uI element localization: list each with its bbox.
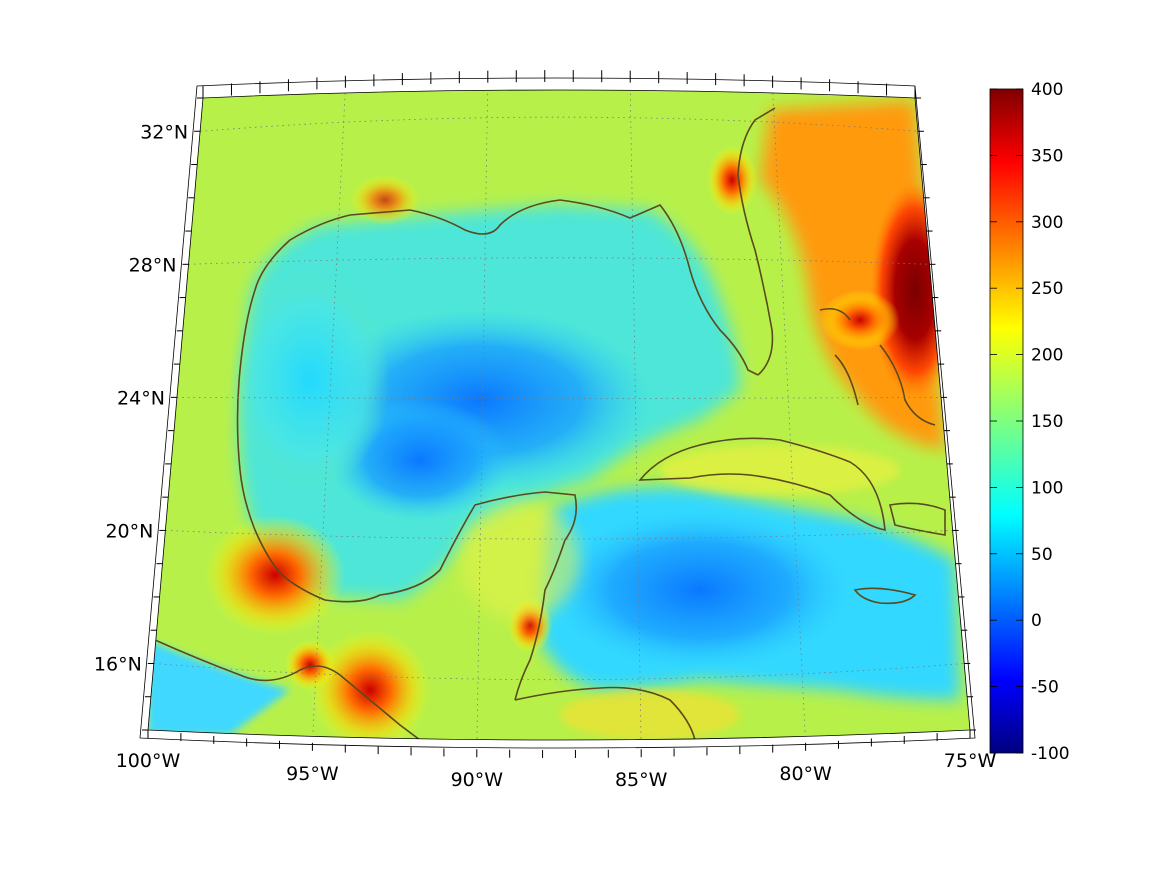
colorbar-ticks: 400 350 300 250 200 150 100 50 0 -50 -100 [990, 80, 1070, 764]
coastlines [154, 107, 946, 740]
veracruz-hotspot [205, 515, 345, 635]
tabasco-hotspot [310, 630, 430, 740]
honduras-warm [560, 690, 740, 740]
colorbar-label-300: 300 [1031, 213, 1063, 233]
map-frame [139, 77, 976, 749]
coastline-mexico-east [239, 469, 578, 701]
map-field [148, 90, 970, 740]
coastline-pacific [154, 639, 421, 740]
colorbar-label-0: 0 [1031, 611, 1042, 631]
coastline-jamaica [853, 587, 917, 605]
coastline-cuba [638, 437, 886, 531]
colorbar-label-100: 100 [1031, 478, 1063, 498]
lon-label-95: 95°W [286, 763, 339, 785]
graticule-lon-90 [476, 90, 489, 740]
oaxaca-hotspot [285, 640, 335, 690]
colorbar-label-50: 50 [1031, 545, 1053, 565]
colorbar-label--100: -100 [1031, 744, 1070, 764]
lat-label-20: 20°N [105, 520, 153, 542]
lon-label-100: 100°W [116, 750, 181, 772]
frame-inner [147, 89, 971, 741]
graticule-lat-24 [176, 397, 942, 399]
lat-label-32: 32°N [140, 121, 188, 143]
gulf-cyan-west [230, 270, 390, 490]
florida-hotspot [707, 145, 757, 215]
coastline-florida-east [737, 107, 776, 376]
frame-outer [139, 77, 976, 749]
latitude-labels: 32°N 28°N 24°N 20°N 16°N [94, 121, 188, 675]
coastline-bahamas [819, 307, 936, 426]
cuba-warm [660, 445, 900, 495]
yucatan-warm [460, 500, 580, 620]
lon-label-90: 90°W [451, 769, 504, 791]
lon-label-85: 85°W [615, 769, 668, 791]
colorbar: 400 350 300 250 200 150 100 50 0 -50 -100 [989, 80, 1070, 764]
coastline-central-america-north [514, 686, 696, 740]
colorbar-label-250: 250 [1031, 279, 1063, 299]
pacific-field [148, 640, 290, 735]
graticule-lon-85 [629, 90, 642, 740]
colorbar-label-150: 150 [1031, 412, 1063, 432]
frame-ticks [142, 70, 976, 758]
louisiana-hotspot [350, 175, 420, 225]
coastline-gulf-north [236, 199, 759, 471]
lon-label-75: 75°W [944, 750, 997, 772]
coastline-hispaniola [889, 502, 946, 536]
lat-label-16: 16°N [94, 653, 142, 675]
colorbar-label--50: -50 [1031, 678, 1059, 698]
colorbar-label-200: 200 [1031, 346, 1063, 366]
lat-label-24: 24°N [117, 387, 165, 409]
atlantic-dark-core [870, 180, 960, 400]
graticule [153, 90, 965, 740]
lat-label-28: 28°N [129, 254, 177, 276]
colorbar-label-400: 400 [1031, 80, 1063, 100]
bahamas-hot [820, 290, 900, 350]
colorbar-label-350: 350 [1031, 146, 1063, 166]
lon-label-80: 80°W [779, 763, 832, 785]
caribbean-deep [550, 510, 850, 670]
longitude-labels: 100°W 95°W 90°W 85°W 80°W 75°W [116, 750, 997, 791]
